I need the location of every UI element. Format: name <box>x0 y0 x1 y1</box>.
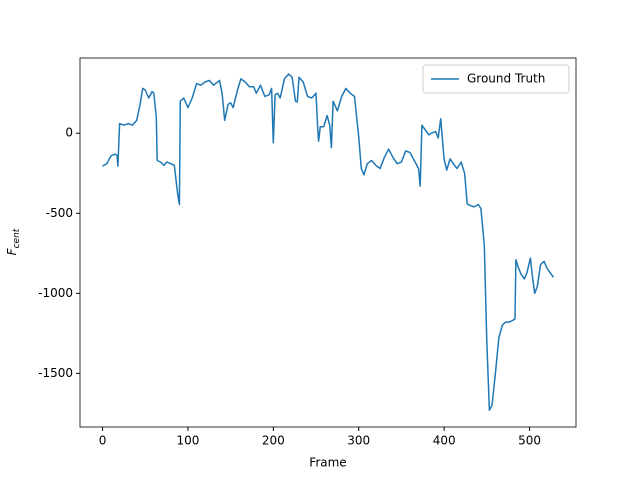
x-tick-label: 500 <box>518 434 541 448</box>
line-series <box>102 73 555 411</box>
plot-frame <box>79 57 577 428</box>
x-tick-label: 0 <box>99 434 107 448</box>
x-tick-label: 400 <box>433 434 456 448</box>
legend-label: Ground Truth <box>467 72 545 86</box>
x-tick-label: 200 <box>262 434 285 448</box>
legend-box <box>422 64 570 94</box>
y-tick-label: -1500 <box>38 366 73 380</box>
y-axis-label: Fcent <box>5 228 22 255</box>
x-tick-label: 100 <box>176 434 199 448</box>
x-tick-label: 300 <box>347 434 370 448</box>
y-tick-label: -1000 <box>38 286 73 300</box>
y-label-sub: cent <box>12 228 22 248</box>
x-axis-label: Frame <box>309 456 346 470</box>
y-tick-label: 0 <box>65 126 73 140</box>
y-label-main: F <box>5 247 19 255</box>
y-tick-label: -500 <box>46 206 73 220</box>
